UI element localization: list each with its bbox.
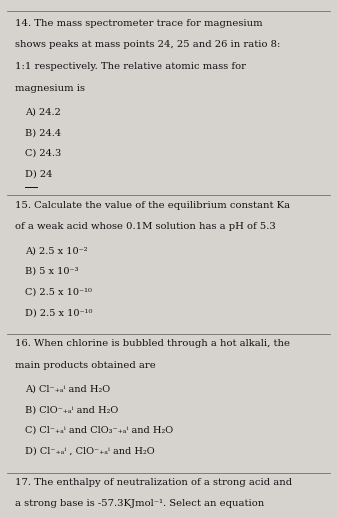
Text: 17. The enthalpy of neutralization of a strong acid and: 17. The enthalpy of neutralization of a …	[15, 478, 292, 486]
Text: C) 24.3: C) 24.3	[25, 149, 62, 158]
Text: C) 2.5 x 10⁻¹⁰: C) 2.5 x 10⁻¹⁰	[25, 287, 92, 296]
Text: A) 24.2: A) 24.2	[25, 108, 61, 116]
Text: 16. When chlorine is bubbled through a hot alkali, the: 16. When chlorine is bubbled through a h…	[15, 339, 290, 348]
Text: B) ClO⁻₊ₐⁱ and H₂O: B) ClO⁻₊ₐⁱ and H₂O	[25, 405, 119, 414]
Text: of a weak acid whose 0.1M solution has a pH of 5.3: of a weak acid whose 0.1M solution has a…	[15, 222, 276, 231]
Text: A) 2.5 x 10⁻²: A) 2.5 x 10⁻²	[25, 246, 88, 255]
Text: D) Cl⁻₊ₐⁱ , ClO⁻₊ₐⁱ and H₂O: D) Cl⁻₊ₐⁱ , ClO⁻₊ₐⁱ and H₂O	[25, 447, 155, 455]
Text: A) Cl⁻₊ₐⁱ and H₂O: A) Cl⁻₊ₐⁱ and H₂O	[25, 385, 111, 393]
Text: a strong base is -57.3KJmol⁻¹. Select an equation: a strong base is -57.3KJmol⁻¹. Select an…	[15, 499, 265, 508]
Text: magnesium is: magnesium is	[15, 84, 85, 93]
Text: D) 24: D) 24	[25, 170, 53, 178]
Text: 14. The mass spectrometer trace for magnesium: 14. The mass spectrometer trace for magn…	[15, 19, 263, 27]
Text: C) Cl⁻₊ₐⁱ and ClO₃⁻₊ₐⁱ and H₂O: C) Cl⁻₊ₐⁱ and ClO₃⁻₊ₐⁱ and H₂O	[25, 426, 174, 435]
Text: B) 24.4: B) 24.4	[25, 128, 61, 137]
Text: shows peaks at mass points 24, 25 and 26 in ratio 8:: shows peaks at mass points 24, 25 and 26…	[15, 40, 280, 49]
Text: B) 5 x 10⁻³: B) 5 x 10⁻³	[25, 267, 79, 276]
Text: main products obtained are: main products obtained are	[15, 361, 156, 370]
Text: D) 2.5 x 10⁻¹⁰: D) 2.5 x 10⁻¹⁰	[25, 308, 93, 317]
Text: 1:1 respectively. The relative atomic mass for: 1:1 respectively. The relative atomic ma…	[15, 62, 246, 71]
Text: 15. Calculate the value of the equilibrium constant Ka: 15. Calculate the value of the equilibri…	[15, 201, 290, 209]
